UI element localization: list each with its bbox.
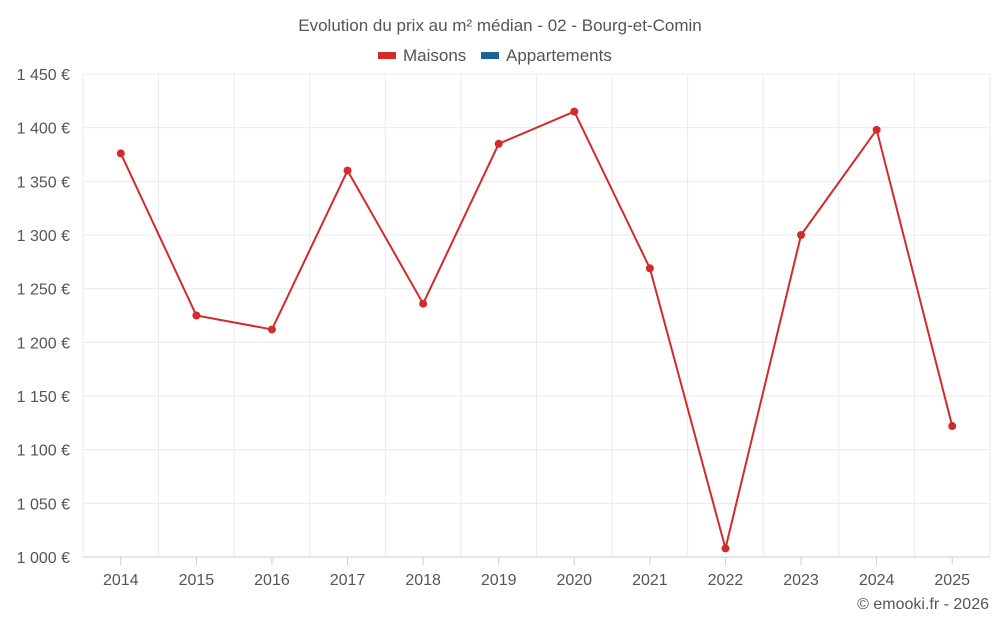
data-point-2020[interactable] [570,107,579,116]
x-tick-label: 2023 [783,572,819,589]
y-tick-label: 1 050 € [17,496,70,513]
y-tick-label: 1 450 € [17,67,70,84]
data-point-2024[interactable] [872,125,881,134]
legend-swatch-appartements [481,52,499,59]
data-point-2022[interactable] [721,544,730,553]
axes: 1 000 € 1 050 € 1 100 € 1 150 € 1 200 € 1 250… [17,67,970,589]
grid [82,73,991,558]
legend-item-maisons[interactable]: Maisons [378,46,466,65]
y-tick-label: 1 350 € [17,174,70,191]
y-tick-label: 1 300 € [17,228,70,245]
data-point-2025[interactable] [948,422,957,431]
legend: Maisons Appartements [378,46,612,65]
x-tick-label: 2021 [632,572,668,589]
data-point-2021[interactable] [645,264,654,273]
series [116,107,957,553]
data-point-2023[interactable] [797,231,806,239]
x-tick-label: 2015 [179,572,215,589]
x-tick-label: 2016 [254,572,290,589]
x-tick-label: 2014 [103,572,139,589]
data-point-2015[interactable] [192,311,201,320]
x-tick-label: 2020 [556,572,592,589]
x-tick-label: 2017 [330,572,366,589]
data-point-2017[interactable] [343,166,352,175]
x-tick-label: 2025 [934,572,970,589]
chart-title: Evolution du prix au m² médian - 02 - Bo… [298,16,701,35]
legend-label-maisons: Maisons [403,46,466,65]
data-point-2016[interactable] [267,325,276,334]
legend-label-appartements: Appartements [506,46,612,65]
legend-swatch-maisons [378,52,396,59]
series-line-maisons [119,110,954,550]
y-tick-label: 1 000 € [17,550,70,567]
data-point-2014[interactable] [116,149,125,158]
data-point-2018[interactable] [419,299,428,308]
y-tick-label: 1 150 € [17,389,70,406]
y-tick-label: 1 250 € [17,282,70,299]
data-point-2019[interactable] [494,139,503,148]
x-tick-label: 2024 [859,572,895,589]
y-tick-label: 1 200 € [17,335,70,352]
legend-item-appartements[interactable]: Appartements [481,46,612,65]
x-tick-label: 2019 [481,572,517,589]
y-tick-label: 1 100 € [17,443,70,460]
credit-text: © emooki.fr - 2026 [857,596,989,613]
x-tick-label: 2022 [708,572,744,589]
y-tick-label: 1 400 € [17,121,70,138]
x-tick-label: 2018 [405,572,441,589]
